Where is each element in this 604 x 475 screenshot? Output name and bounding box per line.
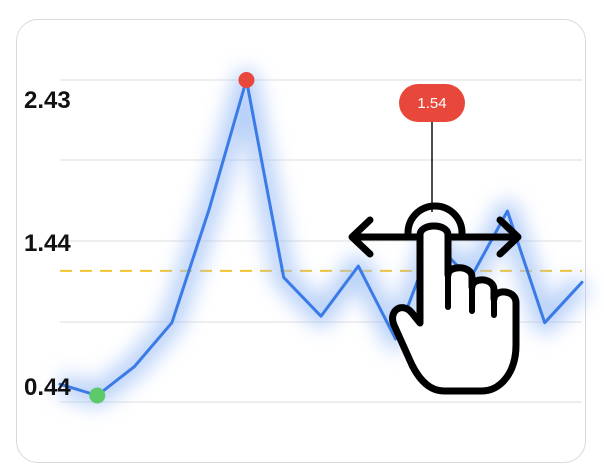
tooltip-value: 1.54 [417,95,446,112]
drag-hand-icon [348,202,522,395]
max-marker [238,72,255,88]
y-tick-label: 1.44 [24,230,71,257]
min-marker [89,387,106,404]
y-tick-label: 0.44 [24,374,71,401]
tooltip-badge [399,84,465,122]
y-tick-label: 2.43 [24,87,71,114]
